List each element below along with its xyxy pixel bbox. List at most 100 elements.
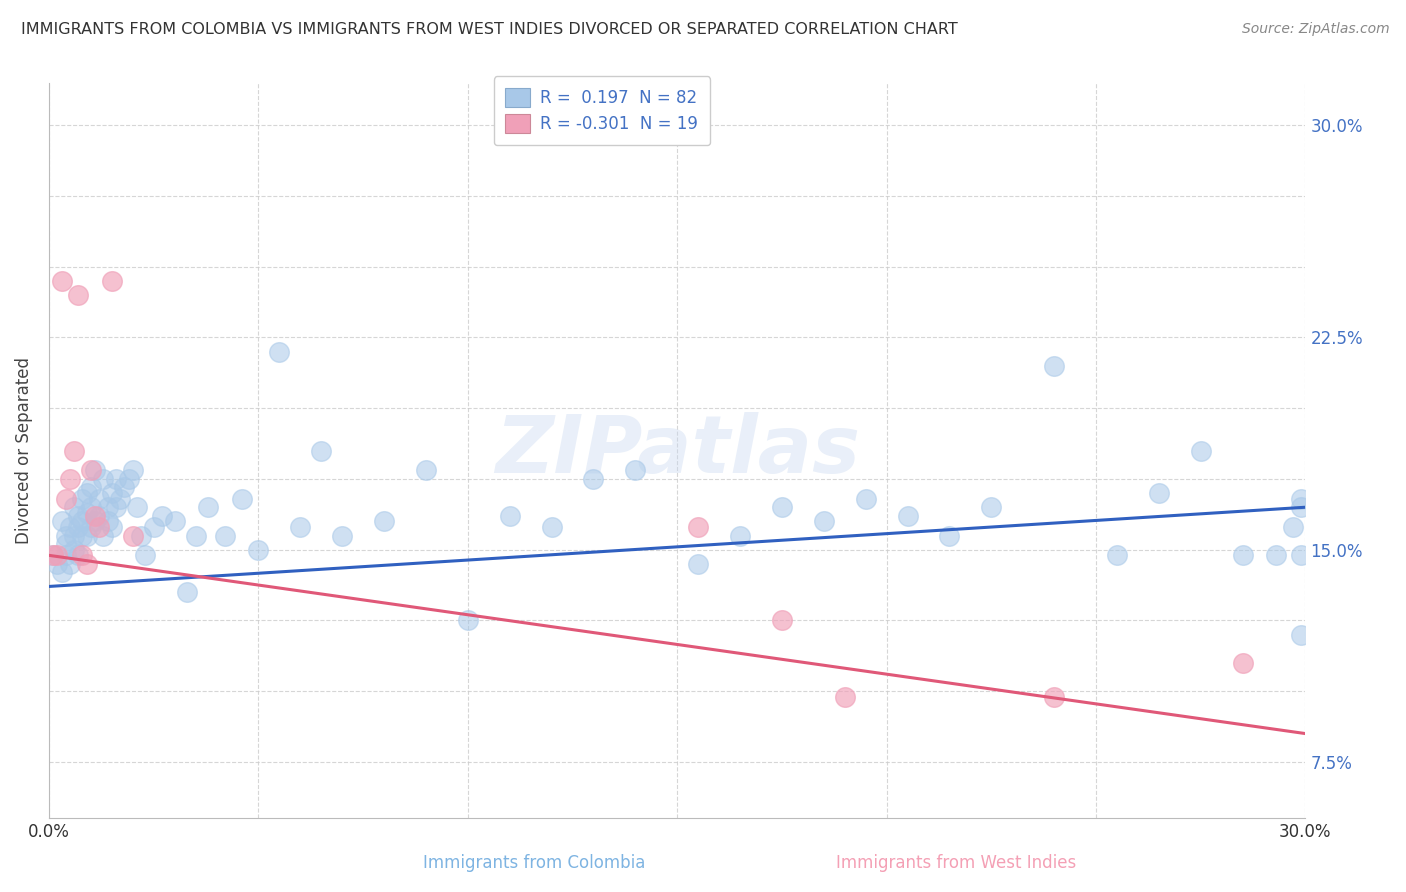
Text: Source: ZipAtlas.com: Source: ZipAtlas.com (1241, 22, 1389, 37)
Text: Immigrants from West Indies: Immigrants from West Indies (837, 855, 1076, 872)
Point (896, 508, 918, 523)
Point (51, 274, 73, 288)
Point (1289, 500, 1312, 515)
Point (76, 557, 98, 571)
Point (770, 614, 793, 628)
Point (76, 528, 98, 542)
Point (84, 515, 107, 529)
Point (84, 463, 107, 477)
Text: IMMIGRANTS FROM COLOMBIA VS IMMIGRANTS FROM WEST INDIES DIVORCED OR SEPARATED CO: IMMIGRANTS FROM COLOMBIA VS IMMIGRANTS F… (21, 22, 957, 37)
Point (46, 549, 69, 563)
Point (101, 274, 124, 288)
Point (55, 549, 77, 563)
Point (51, 566, 73, 580)
Point (97, 500, 120, 515)
Text: ZIPatlas: ZIPatlas (495, 411, 859, 490)
Point (80, 520, 103, 534)
Point (330, 528, 353, 542)
Point (540, 520, 562, 534)
Point (813, 515, 835, 529)
Point (59, 520, 82, 534)
Point (1289, 627, 1312, 641)
Point (231, 491, 253, 506)
Point (112, 480, 135, 494)
Point (197, 500, 219, 515)
Point (67, 520, 90, 534)
Point (104, 500, 127, 515)
Point (1147, 486, 1170, 500)
Point (93, 528, 115, 542)
Point (134, 549, 156, 563)
Point (67, 288, 90, 302)
Point (55, 528, 77, 542)
Point (688, 557, 710, 571)
Point (76, 506, 98, 520)
Point (498, 508, 520, 523)
Point (1232, 656, 1254, 670)
Point (129, 528, 152, 542)
Legend: R =  0.197  N = 82, R = -0.301  N = 19: R = 0.197 N = 82, R = -0.301 N = 19 (494, 77, 710, 145)
Point (1282, 520, 1305, 534)
Point (688, 520, 710, 534)
Point (42, 549, 65, 563)
Point (415, 463, 437, 477)
Point (855, 491, 877, 506)
Point (150, 508, 173, 523)
Point (63, 443, 86, 458)
Point (67, 549, 90, 563)
Point (121, 463, 143, 477)
Point (728, 528, 751, 542)
Point (89, 520, 111, 534)
Point (457, 614, 479, 628)
Point (55, 491, 77, 506)
Point (72, 515, 94, 529)
Point (59, 557, 82, 571)
Point (184, 528, 207, 542)
Point (582, 472, 605, 486)
Point (176, 585, 198, 599)
Point (84, 508, 107, 523)
Point (770, 500, 793, 515)
Point (214, 528, 236, 542)
Text: Immigrants from Colombia: Immigrants from Colombia (423, 855, 645, 872)
Point (67, 508, 90, 523)
Point (80, 480, 103, 494)
Point (76, 486, 98, 500)
Point (63, 528, 86, 542)
Point (51, 515, 73, 529)
Point (108, 491, 131, 506)
Point (117, 472, 139, 486)
Point (89, 508, 111, 523)
Point (1043, 690, 1066, 704)
Y-axis label: Divorced or Separated: Divorced or Separated (15, 357, 32, 544)
Point (97, 515, 120, 529)
Point (101, 520, 124, 534)
Point (373, 515, 395, 529)
Point (55, 537, 77, 551)
Point (101, 486, 124, 500)
Point (624, 463, 647, 477)
Point (290, 520, 312, 534)
Point (121, 528, 143, 542)
Point (80, 463, 103, 477)
Point (1105, 549, 1128, 563)
Point (72, 528, 94, 542)
Point (1189, 443, 1212, 458)
Point (163, 515, 186, 529)
Point (59, 472, 82, 486)
Point (980, 500, 1002, 515)
Point (834, 690, 856, 704)
Point (1043, 359, 1066, 373)
Point (938, 528, 960, 542)
Point (1232, 549, 1254, 563)
Point (89, 491, 111, 506)
Point (309, 443, 332, 458)
Point (63, 542, 86, 557)
Point (42, 549, 65, 563)
Point (1265, 549, 1288, 563)
Point (72, 549, 94, 563)
Point (80, 500, 103, 515)
Point (1289, 491, 1312, 506)
Point (93, 472, 115, 486)
Point (1289, 549, 1312, 563)
